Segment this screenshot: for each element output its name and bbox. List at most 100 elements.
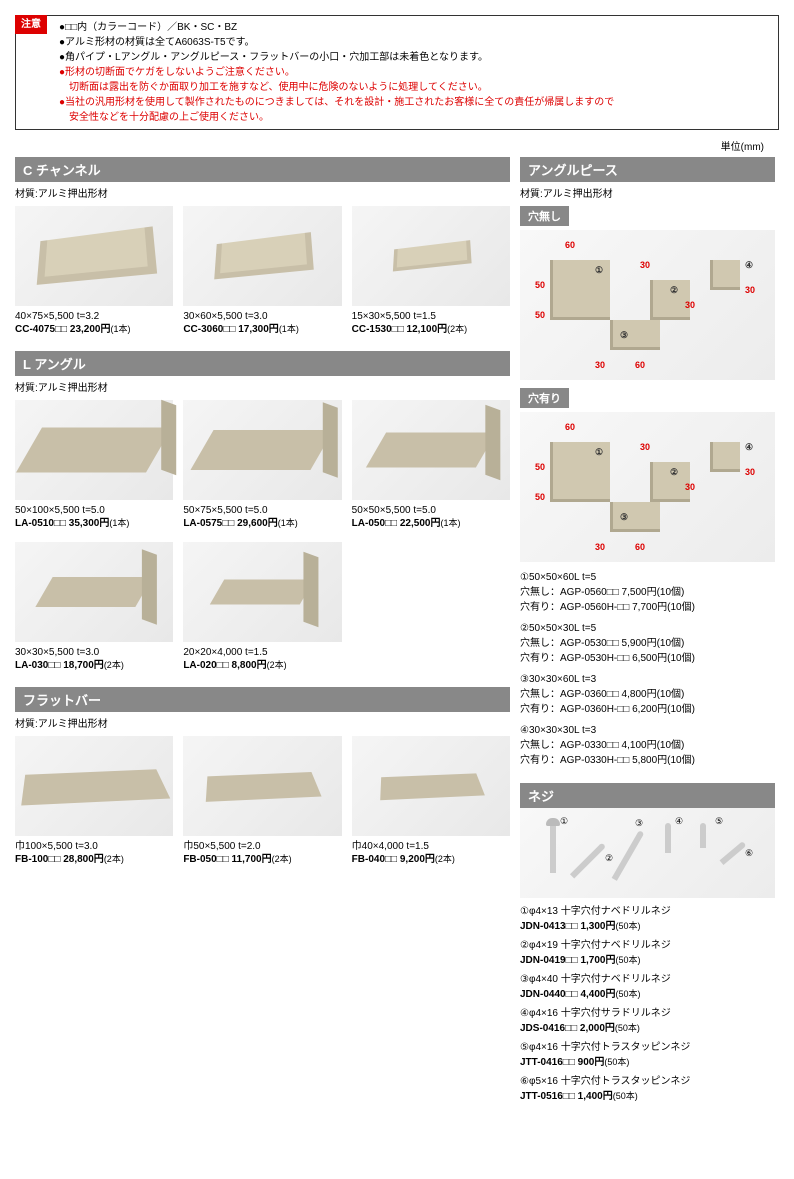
spec-title: ⑥φ5×16 十字穴付トラスタッピンネジ xyxy=(520,1074,775,1089)
product-cell: 15×30×5,500 t=1.5 CC-1530□□ 12,100円(2本) xyxy=(352,206,510,336)
product-price: 35,300円 xyxy=(69,518,110,529)
screw-icon xyxy=(550,823,556,873)
product-code: JDN-0440□□ xyxy=(520,989,578,1000)
section-header: L アングル xyxy=(15,351,510,376)
spec-with-hole: 穴有り：AGP-0360H-□□ 6,200円(10個) xyxy=(520,702,775,717)
spec-title: ④φ4×16 十字穴付サラドリルネジ xyxy=(520,1006,775,1021)
spec-with-hole: 穴有り：AGP-0560H-□□ 7,700円(10個) xyxy=(520,600,775,615)
notice-red-line: 切断面は露出を防ぐか面取り加工を施すなど、使用中に危険のないように処理してくださ… xyxy=(59,80,770,95)
product-code: JDS-0416□□ xyxy=(520,1023,577,1034)
angle-shape-icon xyxy=(710,260,740,290)
unit-label: 単位(mm) xyxy=(15,138,779,153)
product-spec: 30×30×5,500 t=3.0 LA-030□□ 18,700円(2本) xyxy=(15,646,173,672)
with-hole-section: 穴有り 60 50 50 30 30 60 30 30 ④ xyxy=(520,388,775,562)
product-spec: 50×75×5,500 t=5.0 LA-0575□□ 29,600円(1本) xyxy=(183,504,341,530)
num-label: ③ xyxy=(620,512,628,523)
product-image xyxy=(183,400,341,500)
screw-icon xyxy=(570,842,606,878)
price-unit: (1本) xyxy=(279,324,299,334)
dim-label: 50 xyxy=(535,310,545,320)
dim-label: 60 xyxy=(565,240,575,250)
product-image xyxy=(183,206,341,306)
product-price: 28,800円 xyxy=(63,854,104,865)
num-label: ② xyxy=(670,467,678,478)
dim-label: 30 xyxy=(640,442,650,452)
notice-red-line: ●当社の汎用形材を使用して製作されたものにつきましては、それを設計・施工されたお… xyxy=(59,95,770,110)
product-cell: 20×20×4,000 t=1.5 LA-020□□ 8,800円(2本) xyxy=(183,542,341,672)
product-row: 30×30×5,500 t=3.0 LA-030□□ 18,700円(2本) 2… xyxy=(15,542,510,672)
price-unit: (2本) xyxy=(104,660,124,670)
product-image xyxy=(352,736,510,836)
notice-line: ●アルミ形材の材質は全てA6063S-T5です。 xyxy=(59,35,770,50)
product-cell-empty xyxy=(352,542,510,672)
section-material: 材質:アルミ押出形材 xyxy=(15,182,510,206)
section-material: 材質:アルミ押出形材 xyxy=(15,376,510,400)
product-spec: 30×60×5,500 t=3.0 CC-3060□□ 17,300円(1本) xyxy=(183,310,341,336)
notice-tag: 注意 xyxy=(15,15,47,34)
screw-spec: ⑥φ5×16 十字穴付トラスタッピンネジ JTT-0516□□ 1,400円(5… xyxy=(520,1074,775,1104)
spec-dims: 30×30×5,500 t=3.0 xyxy=(15,646,173,659)
angle-shape-icon xyxy=(610,502,660,532)
product-price: 1,400円 xyxy=(578,1091,613,1102)
num-label: ④ xyxy=(745,442,753,453)
product-code: FB-050□□ xyxy=(183,854,228,865)
product-price: 17,300円 xyxy=(238,324,279,335)
price-unit: (1本) xyxy=(278,518,298,528)
product-spec: 20×20×4,000 t=1.5 LA-020□□ 8,800円(2本) xyxy=(183,646,341,672)
screw-spec: ②φ4×19 十字穴付ナベドリルネジ JDN-0419□□ 1,700円(50本… xyxy=(520,938,775,968)
spec-dims: 50×50×5,500 t=5.0 xyxy=(352,504,510,517)
product-row: 巾100×5,500 t=3.0 FB-100□□ 28,800円(2本) 巾5… xyxy=(15,736,510,866)
price-unit: (50本) xyxy=(613,1091,638,1101)
num-label: ① xyxy=(560,816,568,827)
spec-no-hole: 穴無し：AGP-0530□□ 5,900円(10個) xyxy=(520,636,775,651)
l-angle-section: L アングル 材質:アルミ押出形材 50×100×5,500 t=5.0 LA-… xyxy=(15,351,510,672)
spec-with-hole: 穴有り：AGP-0530H-□□ 6,500円(10個) xyxy=(520,651,775,666)
product-row: 40×75×5,500 t=3.2 CC-4075□□ 23,200円(1本) … xyxy=(15,206,510,336)
spec-dims: 巾100×5,500 t=3.0 xyxy=(15,840,173,853)
spec-dims: 巾40×4,000 t=1.5 xyxy=(352,840,510,853)
product-price: 18,700円 xyxy=(63,660,104,671)
product-code: LA-0575□□ xyxy=(183,518,234,529)
product-code: JDN-0419□□ xyxy=(520,955,578,966)
product-code: LA-030□□ xyxy=(15,660,60,671)
price-unit: (50本) xyxy=(604,1057,629,1067)
product-cell: 40×75×5,500 t=3.2 CC-4075□□ 23,200円(1本) xyxy=(15,206,173,336)
price-unit: (50本) xyxy=(615,1023,640,1033)
notice-line: ●□□内（カラーコード）／BK・SC・BZ xyxy=(59,20,770,35)
product-price: 900円 xyxy=(578,1057,605,1068)
section-header: アングルピース xyxy=(520,157,775,182)
dim-label: 30 xyxy=(595,360,605,370)
price-unit: (1本) xyxy=(440,518,460,528)
product-price: 2,000円 xyxy=(580,1023,615,1034)
screw-spec: ①φ4×13 十字穴付ナベドリルネジ JDN-0413□□ 1,300円(50本… xyxy=(520,904,775,934)
product-price: 8,800円 xyxy=(232,660,267,671)
product-price: 1,700円 xyxy=(580,955,615,966)
main-layout: C チャンネル 材質:アルミ押出形材 40×75×5,500 t=3.2 CC-… xyxy=(15,157,779,1119)
notice-content: ●□□内（カラーコード）／BK・SC・BZ ●アルミ形材の材質は全てA6063S… xyxy=(59,20,770,125)
screw-spec: ③φ4×40 十字穴付ナベドリルネジ JDN-0440□□ 4,400円(50本… xyxy=(520,972,775,1002)
product-price: 4,400円 xyxy=(580,989,615,1000)
dim-label: 50 xyxy=(535,462,545,472)
dim-label: 30 xyxy=(745,467,755,477)
angle-shape-icon xyxy=(710,442,740,472)
section-header: C チャンネル xyxy=(15,157,510,182)
spec-dims: 50×100×5,500 t=5.0 xyxy=(15,504,173,517)
product-code: LA-020□□ xyxy=(183,660,228,671)
product-cell: 50×50×5,500 t=5.0 LA-050□□ 22,500円(1本) xyxy=(352,400,510,530)
product-row: 50×100×5,500 t=5.0 LA-0510□□ 35,300円(1本)… xyxy=(15,400,510,530)
dim-label: 30 xyxy=(640,260,650,270)
spec-title: ①φ4×13 十字穴付ナベドリルネジ xyxy=(520,904,775,919)
spec-with-hole: 穴有り：AGP-0330H-□□ 5,800円(10個) xyxy=(520,753,775,768)
no-hole-section: 穴無し 60 50 50 30 30 60 30 30 ④ xyxy=(520,206,775,380)
angle-spec-block: ④30×30×30L t=3 穴無し：AGP-0330□□ 4,100円(10個… xyxy=(520,723,775,768)
notice-red-line: 安全性などを十分配慮の上ご使用ください。 xyxy=(59,110,770,125)
spec-title: ③30×30×60L t=3 xyxy=(520,672,775,687)
left-column: C チャンネル 材質:アルミ押出形材 40×75×5,500 t=3.2 CC-… xyxy=(15,157,510,1119)
product-cell: 巾100×5,500 t=3.0 FB-100□□ 28,800円(2本) xyxy=(15,736,173,866)
notice-red-line: ●形材の切断面でケガをしないようご注意ください。 xyxy=(59,65,770,80)
product-spec: 巾50×5,500 t=2.0 FB-050□□ 11,700円(2本) xyxy=(183,840,341,866)
spec-no-hole: 穴無し：AGP-0360□□ 4,800円(10個) xyxy=(520,687,775,702)
dim-label: 30 xyxy=(745,285,755,295)
product-cell: 50×100×5,500 t=5.0 LA-0510□□ 35,300円(1本) xyxy=(15,400,173,530)
product-code: FB-040□□ xyxy=(352,854,397,865)
